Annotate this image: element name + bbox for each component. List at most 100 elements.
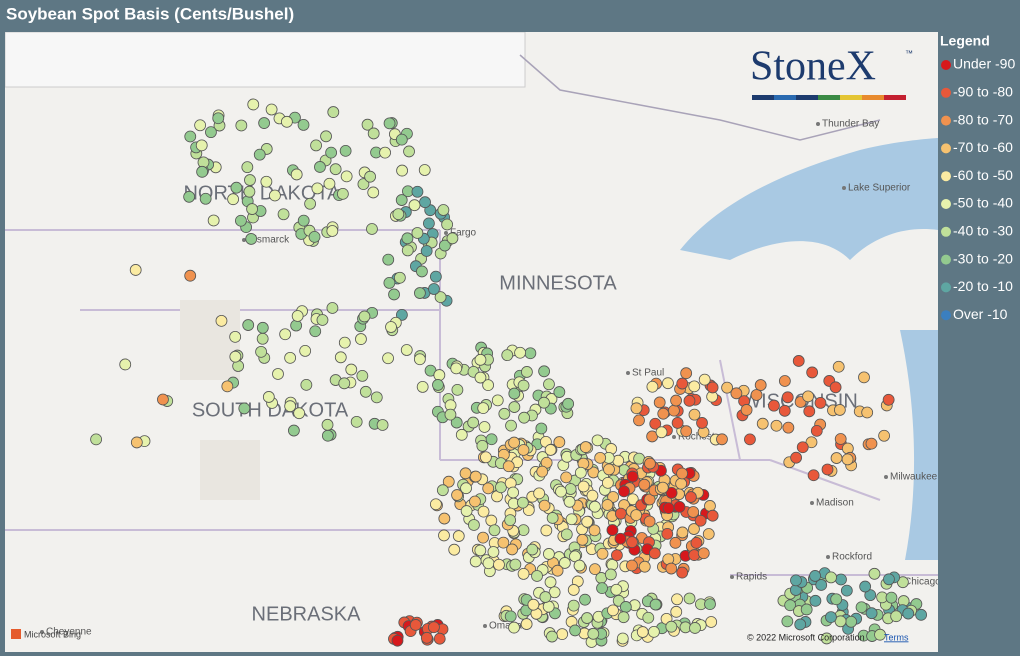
basis-dot bbox=[469, 555, 482, 568]
place-label: Fargo bbox=[450, 228, 477, 239]
basis-dot bbox=[506, 543, 519, 556]
basis-dot bbox=[479, 451, 492, 464]
basis-dot bbox=[482, 482, 495, 495]
basis-dot bbox=[878, 429, 891, 442]
place-label: Chicago bbox=[904, 577, 941, 588]
basis-dot bbox=[596, 582, 608, 595]
basis-dot bbox=[256, 332, 269, 345]
basis-dot bbox=[504, 514, 517, 527]
basis-dot bbox=[687, 506, 700, 518]
basis-dot bbox=[356, 369, 369, 382]
basis-dot bbox=[395, 194, 408, 206]
basis-dot bbox=[648, 625, 660, 638]
basis-dot bbox=[820, 632, 833, 645]
legend-label: -70 to -60 bbox=[953, 139, 1013, 155]
basis-dot bbox=[814, 397, 827, 409]
basis-dot bbox=[517, 379, 530, 392]
basis-dot bbox=[336, 187, 349, 200]
basis-dot bbox=[716, 433, 728, 446]
basis-dot bbox=[507, 486, 520, 499]
basis-dot bbox=[382, 253, 395, 266]
legend: Under -90 -90 to -80 -80 to -70 -70 to -60 -… bbox=[941, 56, 1015, 322]
legend-label: -60 to -50 bbox=[953, 167, 1013, 183]
basis-dot bbox=[355, 333, 367, 345]
basis-dot bbox=[683, 592, 696, 605]
legend-swatch bbox=[941, 254, 951, 265]
city-marker bbox=[40, 630, 44, 634]
basis-dot bbox=[556, 628, 569, 640]
basis-dot bbox=[358, 310, 371, 323]
basis-dot bbox=[311, 182, 324, 195]
basis-dot bbox=[704, 500, 716, 512]
basis-dot bbox=[196, 165, 209, 178]
basis-dot bbox=[502, 460, 515, 473]
basis-dot bbox=[683, 394, 696, 407]
basis-dot bbox=[474, 544, 487, 557]
basis-dot bbox=[242, 319, 255, 331]
basis-dot bbox=[469, 495, 481, 508]
basis-dot bbox=[260, 175, 273, 188]
basis-dot bbox=[539, 591, 552, 603]
legend-label: -50 to -40 bbox=[953, 195, 1013, 211]
state-label: NEBRASKA bbox=[252, 603, 362, 625]
basis-dot bbox=[388, 288, 400, 301]
basis-dot bbox=[215, 314, 228, 327]
basis-dot bbox=[784, 599, 797, 612]
basis-dot bbox=[538, 396, 550, 409]
city-marker bbox=[444, 231, 448, 235]
basis-dot bbox=[383, 277, 396, 289]
basis-dot bbox=[413, 353, 426, 366]
basis-dot bbox=[676, 566, 689, 579]
basis-dot bbox=[284, 400, 297, 413]
bing-icon bbox=[11, 629, 21, 639]
basis-dot bbox=[205, 126, 217, 139]
legend-swatch bbox=[941, 199, 951, 209]
terms-link[interactable]: Terms bbox=[884, 632, 909, 642]
legend-label: -80 to -70 bbox=[953, 111, 1013, 127]
basis-dot bbox=[676, 467, 688, 480]
basis-dot bbox=[446, 232, 459, 245]
basis-dot bbox=[750, 389, 763, 401]
basis-dot bbox=[653, 396, 666, 409]
basis-dot bbox=[293, 407, 306, 420]
basis-dot bbox=[555, 485, 567, 498]
place-label: Lake Superior bbox=[848, 183, 911, 194]
basis-dot bbox=[438, 512, 451, 525]
basis-dot bbox=[671, 417, 684, 429]
basis-dot bbox=[241, 161, 254, 174]
basis-dot bbox=[662, 502, 675, 515]
basis-dot bbox=[790, 574, 802, 587]
logo-mark: ™ bbox=[905, 49, 913, 58]
basis-dot bbox=[655, 426, 668, 439]
basis-dot bbox=[495, 481, 507, 494]
basis-dot bbox=[800, 603, 813, 616]
basis-dot bbox=[361, 118, 374, 131]
basis-dot bbox=[194, 119, 207, 132]
basis-dot bbox=[364, 170, 377, 183]
basis-dot bbox=[517, 444, 530, 456]
basis-dot bbox=[594, 451, 607, 464]
basis-dot bbox=[573, 559, 586, 572]
basis-dot bbox=[290, 168, 303, 181]
basis-dot bbox=[649, 598, 662, 611]
legend-label: -40 to -30 bbox=[953, 223, 1013, 239]
basis-dot bbox=[649, 417, 662, 430]
basis-dot bbox=[604, 568, 617, 581]
basis-dot bbox=[339, 144, 352, 157]
basis-dot bbox=[244, 174, 256, 186]
basis-dot bbox=[497, 536, 510, 549]
basis-dot bbox=[320, 130, 332, 143]
basis-dot bbox=[520, 618, 533, 630]
basis-dot bbox=[705, 616, 718, 628]
basis-dot bbox=[643, 493, 656, 506]
place-label: Rapids bbox=[736, 572, 767, 583]
basis-dot bbox=[419, 196, 431, 209]
basis-dot bbox=[542, 548, 555, 560]
logo-stripe bbox=[752, 95, 774, 100]
basis-dot bbox=[246, 203, 258, 215]
basis-dot bbox=[680, 425, 693, 438]
basis-dot bbox=[245, 233, 258, 245]
basis-dot bbox=[730, 387, 743, 400]
basis-dot bbox=[157, 393, 169, 406]
basis-dot bbox=[521, 366, 533, 378]
